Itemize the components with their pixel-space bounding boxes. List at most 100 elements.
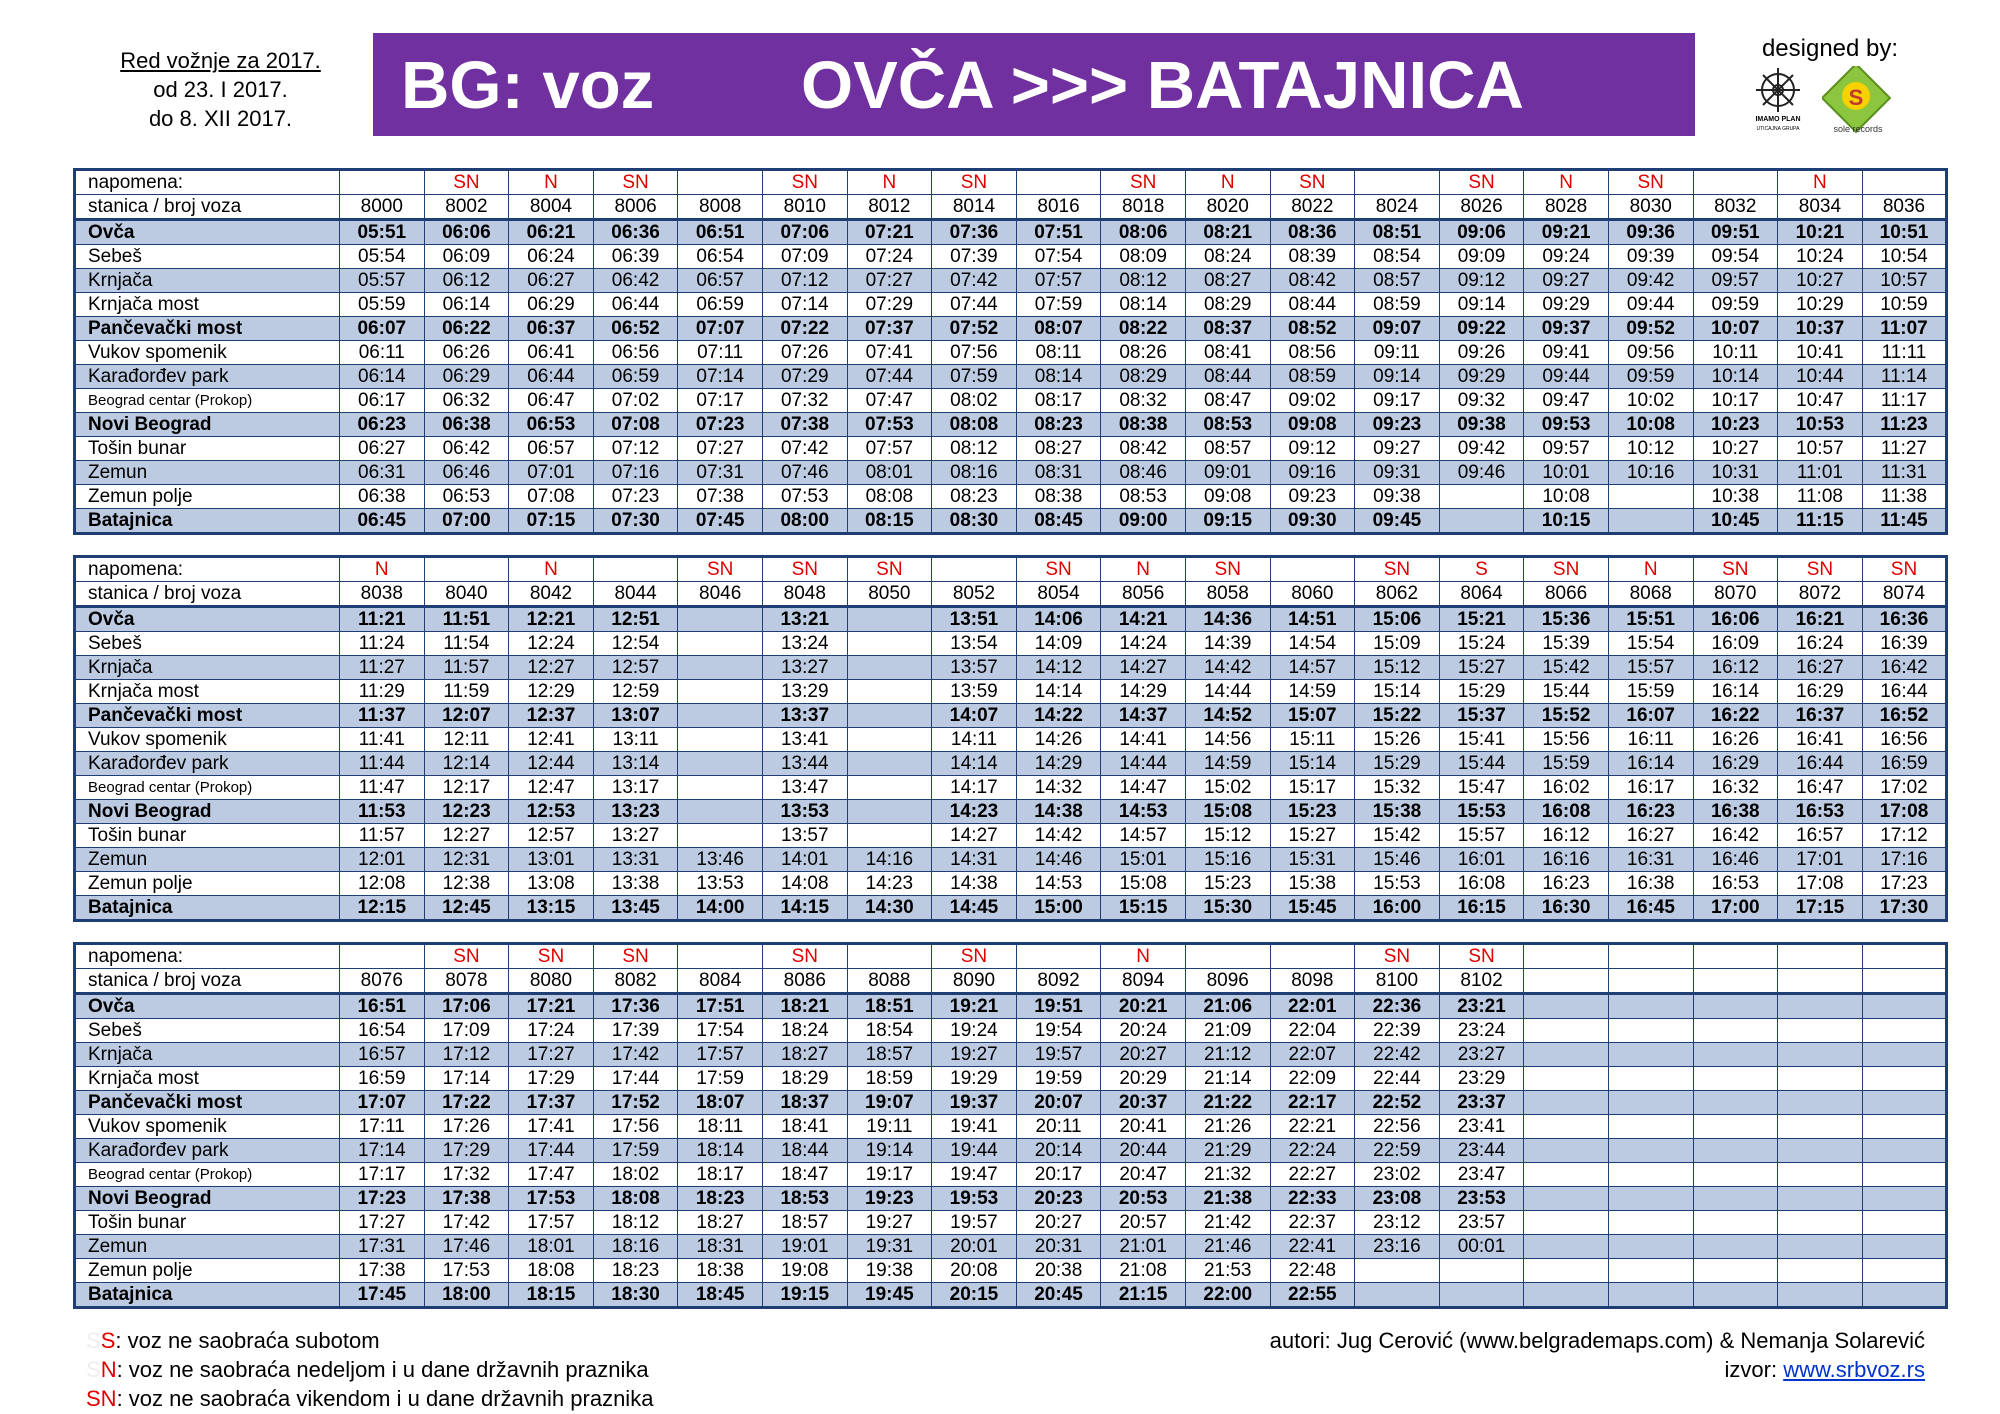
train-number-cell: 8066 <box>1523 581 1609 608</box>
time-cell: 08:45 <box>1015 508 1102 534</box>
source-line: izvor: www.srbvoz.rs <box>1270 1355 1925 1384</box>
time-cell: 11:47 <box>339 775 425 800</box>
train-number-cell: 8000 <box>339 194 425 221</box>
time-cell: 08:57 <box>1184 436 1271 461</box>
time-cell: 17:39 <box>592 1018 679 1043</box>
time-cell: 09:09 <box>1438 244 1525 269</box>
station-name: Karađorđev park <box>74 364 340 389</box>
station-row: Krnjača most 11:29 11:59 12:29 12:59 13:29 13:… <box>74 679 1948 704</box>
time-cell: 19:37 <box>931 1090 1017 1115</box>
time-cell: 06:53 <box>423 484 510 509</box>
time-cell: 10:23 <box>1692 412 1779 437</box>
time-cell: 08:42 <box>1269 268 1356 293</box>
time-cell: 15:23 <box>1269 799 1356 824</box>
time-cell: 21:01 <box>1100 1234 1186 1259</box>
station-name: Sebeš <box>74 1018 340 1043</box>
time-cell: 14:56 <box>1184 727 1271 752</box>
time-cell: 16:41 <box>1777 727 1863 752</box>
station-row: Zemun 12:01 12:31 13:01 13:31 13:46 14:01 14:16… <box>74 847 1948 872</box>
train-number-cell: 8052 <box>931 581 1017 608</box>
train-number-cell: 8032 <box>1692 194 1779 221</box>
station-row: Beograd centar (Prokop) 11:47 12:17 12:47 13… <box>74 775 1948 800</box>
time-cell: 14:59 <box>1269 679 1356 704</box>
time-cell: 23:44 <box>1438 1138 1525 1163</box>
time-cell: 16:56 <box>1861 727 1948 752</box>
train-number-cell: 8064 <box>1438 581 1525 608</box>
authors-line: autori: Jug Cerović (www.belgrademaps.co… <box>1269 1328 1925 1353</box>
station-row: Beograd centar (Prokop) 17:17 17:32 17:47 18… <box>74 1162 1948 1187</box>
note-cell: SN <box>761 169 848 195</box>
station-name: Zemun polje <box>74 1258 340 1283</box>
time-cell: 19:07 <box>846 1090 933 1115</box>
time-cell: 06:52 <box>592 316 679 341</box>
time-cell: 06:14 <box>339 364 425 389</box>
station-row: Vukov spomenik 17:11 17:26 17:41 17:56 18:11 1… <box>74 1114 1948 1139</box>
time-cell: 08:54 <box>1354 244 1440 269</box>
train-number-cell: 8102 <box>1438 968 1525 995</box>
time-cell <box>1523 1138 1609 1163</box>
station-name: Pančevački most <box>74 703 340 728</box>
time-cell: 16:07 <box>1607 703 1694 728</box>
title-banner: BG: voz OVČA >>> BATAJNICA <box>373 33 1695 136</box>
time-cell: 15:46 <box>1354 847 1440 872</box>
note-cell: SN <box>1184 556 1271 582</box>
time-cell: 11:59 <box>423 679 510 704</box>
time-cell: 16:08 <box>1523 799 1609 824</box>
note-row: napomena: SN SN SN SN SN N SN SN <box>74 943 1948 969</box>
time-cell <box>1861 993 1948 1019</box>
time-cell: 12:15 <box>339 895 425 921</box>
time-cell: 11:29 <box>339 679 425 704</box>
time-cell: 15:31 <box>1269 847 1356 872</box>
source-link[interactable]: www.srbvoz.rs <box>1783 1357 1925 1382</box>
time-cell: 17:57 <box>677 1042 763 1067</box>
time-cell: 06:54 <box>677 244 763 269</box>
time-cell: 22:04 <box>1269 1018 1356 1043</box>
time-cell: 16:47 <box>1777 775 1863 800</box>
time-cell: 08:37 <box>1184 316 1271 341</box>
time-cell: 14:47 <box>1100 775 1186 800</box>
time-cell: 06:41 <box>508 340 594 365</box>
time-cell: 14:22 <box>1015 703 1102 728</box>
time-cell: 10:38 <box>1692 484 1779 509</box>
time-cell <box>1861 1282 1948 1308</box>
time-cell: 11:27 <box>339 655 425 680</box>
time-cell: 16:44 <box>1861 679 1948 704</box>
time-cell: 05:51 <box>339 219 425 245</box>
time-cell: 21:42 <box>1184 1210 1271 1235</box>
time-cell: 20:37 <box>1100 1090 1186 1115</box>
train-number-cell: 8042 <box>508 581 594 608</box>
time-cell: 16:29 <box>1692 751 1779 776</box>
time-cell <box>1777 1138 1863 1163</box>
time-cell: 08:29 <box>1100 364 1186 389</box>
time-cell: 20:23 <box>1015 1186 1102 1211</box>
time-cell: 16:59 <box>1861 751 1948 776</box>
time-cell: 07:53 <box>846 412 933 437</box>
time-cell: 08:08 <box>846 484 933 509</box>
time-cell: 11:27 <box>1861 436 1948 461</box>
time-cell: 18:07 <box>677 1090 763 1115</box>
time-cell: 12:37 <box>508 703 594 728</box>
time-cell: 15:24 <box>1438 631 1525 656</box>
time-cell <box>1777 1018 1863 1043</box>
time-cell: 23:08 <box>1354 1186 1440 1211</box>
time-cell: 10:17 <box>1692 388 1779 413</box>
time-cell: 22:17 <box>1269 1090 1356 1115</box>
time-cell: 16:02 <box>1523 775 1609 800</box>
train-number-cell <box>1692 968 1779 995</box>
note-cell: N <box>1777 169 1863 195</box>
train-number-cell: 8082 <box>592 968 679 995</box>
time-cell <box>1777 1234 1863 1259</box>
time-cell: 22:33 <box>1269 1186 1356 1211</box>
train-number-cell: 8030 <box>1607 194 1694 221</box>
time-cell: 16:22 <box>1692 703 1779 728</box>
train-number-cell: 8016 <box>1015 194 1102 221</box>
time-cell: 16:15 <box>1438 895 1525 921</box>
time-cell: 19:57 <box>931 1210 1017 1235</box>
time-cell: 19:23 <box>846 1186 933 1211</box>
time-cell <box>846 775 933 800</box>
time-cell: 09:31 <box>1354 460 1440 485</box>
time-cell: 17:08 <box>1777 871 1863 896</box>
train-number-cell: 8092 <box>1015 968 1102 995</box>
time-cell: 12:44 <box>508 751 594 776</box>
time-cell: 18:44 <box>761 1138 848 1163</box>
